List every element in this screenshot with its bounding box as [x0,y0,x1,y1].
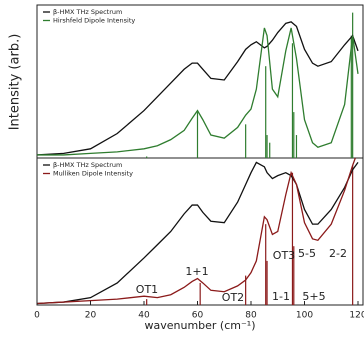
series-line [37,21,359,156]
annotation: 5-5 [298,247,316,260]
legend-label: β-HMX THz Spectrum [53,8,122,16]
series-line [37,27,359,156]
annotation: 2-2 [329,247,347,260]
legend-label: Mulliken Dipole Intensity [53,170,133,178]
series-line [37,158,357,305]
annotation: 1+1 [185,265,208,278]
x-tick-label: 20 [85,311,97,321]
frame [36,4,364,306]
legend-label: Hirshfeld Dipole Intensity [53,17,135,25]
x-tick-label: 60 [192,311,204,321]
annotation: OT1 [136,283,158,296]
x-tick-label: 0 [34,311,40,321]
x-axis-label: wavenumber (cm⁻¹) [144,319,255,332]
x-tick-label: 120 [349,311,364,321]
series-line [37,161,359,305]
annotation: OT3 [273,249,295,262]
annotation: 5+5 [302,290,325,303]
x-tick-label: 80 [245,311,257,321]
annotation: 1-1 [272,290,290,303]
plot-area [37,12,359,158]
x-tick-label: 100 [296,311,313,321]
annotation: OT2 [222,291,244,304]
x-tick-label: 40 [138,311,150,321]
y-axis-label: Intensity (arb.) [8,34,23,131]
plot-area [37,158,359,305]
legend-label: β-HMX THz Spectrum [53,161,122,169]
